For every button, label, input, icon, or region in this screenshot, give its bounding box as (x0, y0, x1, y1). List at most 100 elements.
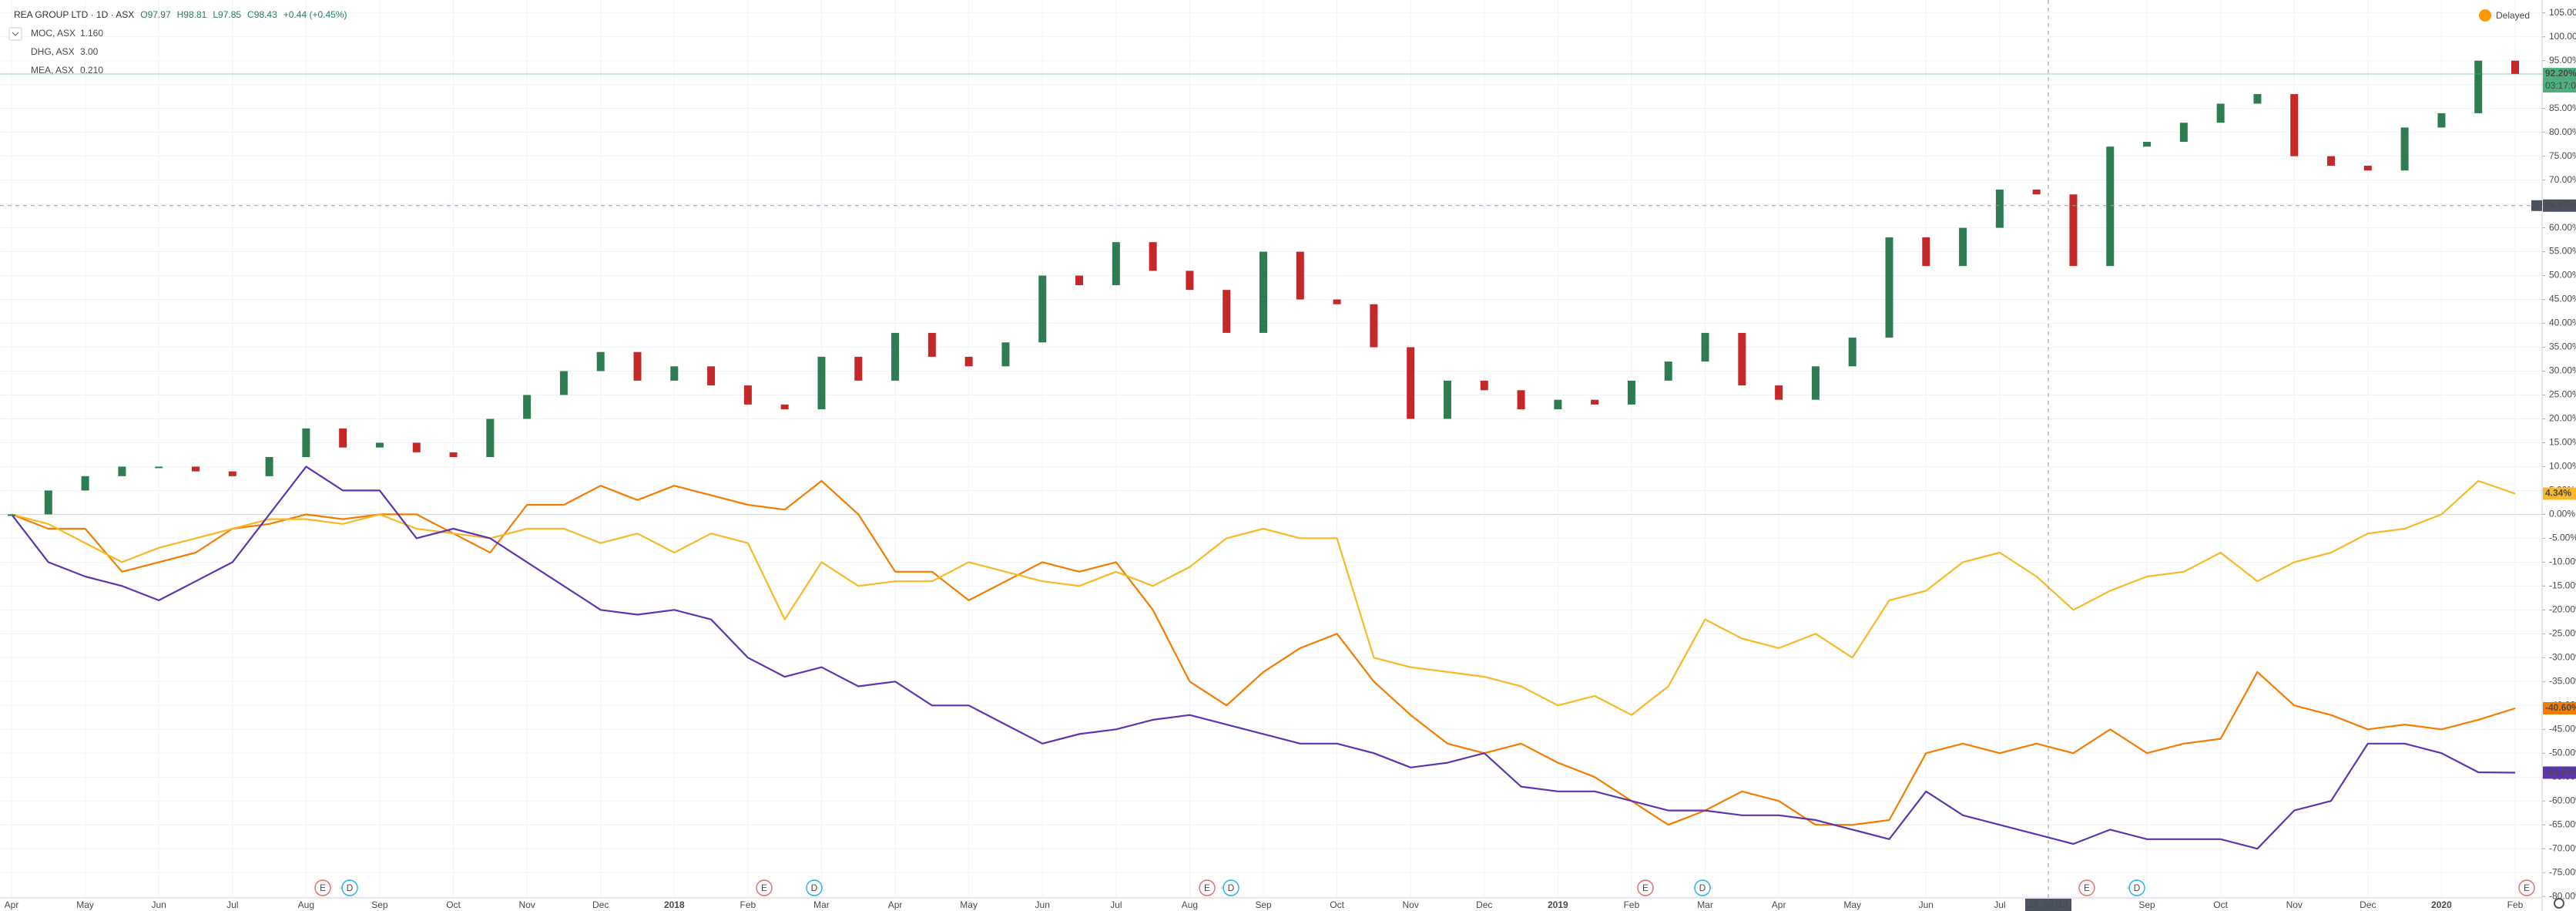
candle-body (1517, 390, 1525, 410)
candle-body (1554, 399, 1562, 410)
event-marker[interactable]: E (756, 879, 773, 896)
x-tick-label: Aug (1182, 899, 1198, 910)
ohlc-value: +0.44 (+0.45%) (283, 9, 347, 20)
candle-body (1333, 299, 1341, 304)
x-tick-label: 2018 (664, 899, 685, 910)
candle-body (854, 356, 863, 381)
event-marker[interactable]: E (1199, 879, 1216, 896)
candle-body (2511, 60, 2519, 75)
candle-body (817, 356, 826, 410)
x-tick-label: Dec (592, 899, 609, 910)
x-tick-label: Mar (813, 899, 830, 910)
series-line (11, 479, 2516, 716)
x-tick-label: Apr (5, 899, 19, 910)
settings-icon[interactable] (2554, 898, 2564, 909)
candle-body (375, 442, 384, 448)
y-tick-label: 40.00% (2549, 318, 2576, 328)
x-tick-label: May (1843, 899, 1861, 910)
y-tick-label: -10.00% (2549, 556, 2576, 567)
candle-body (1775, 385, 1783, 400)
x-tick-label: Oct (446, 899, 461, 910)
candle-body (1186, 271, 1194, 291)
x-tick-label: Nov (518, 899, 535, 910)
series-line (11, 479, 2516, 826)
candle-body (1627, 380, 1635, 405)
x-tick-label: Feb (2507, 899, 2524, 910)
y-tick-label: 0.00% (2549, 509, 2575, 519)
candle-body (1112, 242, 1120, 285)
candle-body (449, 452, 458, 458)
candle-body (780, 404, 789, 410)
crosshair-y-label: 64.65% (2545, 200, 2576, 210)
crosshair-x-box (2025, 899, 2071, 911)
candle-body (1480, 380, 1488, 391)
candle-body (1149, 242, 1157, 271)
y-tick-label: -75.00% (2549, 866, 2576, 877)
candle-body (1664, 361, 1672, 381)
y-tick-label: -65.00% (2549, 819, 2576, 829)
candle-body (1591, 399, 1599, 405)
legend-price: 1.160 (80, 28, 103, 39)
candle-body (1922, 237, 1930, 267)
candle-body (927, 332, 936, 357)
x-tick-label: Dec (2360, 899, 2376, 910)
x-tick-label: Apr (1772, 899, 1786, 910)
event-marker[interactable]: E (2518, 879, 2535, 896)
candle-body (2327, 156, 2336, 166)
y-tick-label: 55.00% (2549, 246, 2576, 257)
x-tick-label: Jun (151, 899, 166, 910)
y-tick-label: 25.00% (2549, 389, 2576, 400)
x-tick-label: 2019 (1548, 899, 1568, 910)
y-tick-label: 95.00% (2549, 55, 2576, 66)
x-tick-label: Nov (1403, 899, 1419, 910)
event-marker[interactable]: D (1223, 879, 1239, 896)
legend-price: 0.210 (80, 65, 103, 76)
candle-body (1075, 275, 1084, 285)
candle-body (1701, 332, 1709, 362)
candle-body (339, 428, 347, 448)
legend-toggle[interactable] (8, 27, 22, 41)
x-tick-label: Oct (2213, 899, 2228, 910)
candle-body (302, 428, 310, 458)
x-tick-label: Jun (1035, 899, 1050, 910)
x-tick-label: 2020 (2431, 899, 2452, 910)
series-line (11, 466, 2516, 850)
y-tick-label: 70.00% (2549, 174, 2576, 185)
event-marker[interactable]: D (2128, 879, 2145, 896)
legend-price: 3.00 (80, 46, 99, 57)
legend-name: MOC, ASX (31, 28, 75, 39)
candle-body (596, 351, 605, 371)
candle-body (1848, 338, 1857, 367)
event-marker[interactable]: D (806, 879, 823, 896)
candle-body (891, 332, 900, 381)
event-circle (1223, 879, 1239, 896)
event-marker[interactable]: D (1694, 879, 1711, 896)
event-label: E (1642, 882, 1649, 893)
y-tick-label: -70.00% (2549, 842, 2576, 853)
event-marker[interactable]: D (341, 879, 358, 896)
last-value-box (2543, 701, 2576, 714)
y-tick-label: 10.00% (2549, 461, 2576, 472)
y-tick-label: -15.00% (2549, 580, 2576, 591)
event-marker[interactable]: E (1637, 879, 1654, 896)
candle-body (2143, 142, 2152, 147)
candle-body (1995, 190, 2004, 228)
x-tick-label: Feb (740, 899, 756, 910)
event-marker[interactable]: E (2078, 879, 2095, 896)
ohlc-value: H98.81 (177, 9, 207, 20)
candle-body (81, 476, 89, 491)
candle-body (486, 419, 495, 458)
candle-body (191, 466, 200, 472)
candle-body (559, 371, 568, 395)
y-tick-label: -60.00% (2549, 795, 2576, 805)
candle-body (2106, 146, 2115, 267)
y-tick-label: -50.00% (2549, 747, 2576, 758)
y-tick-label: 105.00% (2549, 7, 2576, 18)
event-circle (1637, 879, 1654, 896)
event-label: D (811, 882, 818, 893)
y-tick-label: 15.00% (2549, 437, 2576, 448)
event-marker[interactable]: E (314, 879, 331, 896)
